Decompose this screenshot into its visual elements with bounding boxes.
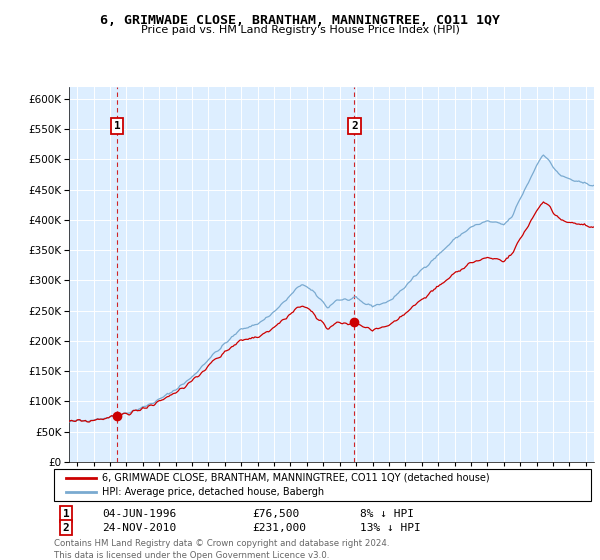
Text: 13% ↓ HPI: 13% ↓ HPI xyxy=(360,522,421,533)
Text: 6, GRIMWADE CLOSE, BRANTHAM, MANNINGTREE, CO11 1QY (detached house): 6, GRIMWADE CLOSE, BRANTHAM, MANNINGTREE… xyxy=(102,473,490,483)
Text: 04-JUN-1996: 04-JUN-1996 xyxy=(102,509,176,519)
Text: Contains HM Land Registry data © Crown copyright and database right 2024.
This d: Contains HM Land Registry data © Crown c… xyxy=(54,539,389,559)
Text: 24-NOV-2010: 24-NOV-2010 xyxy=(102,522,176,533)
Text: 2: 2 xyxy=(62,522,70,533)
Text: Price paid vs. HM Land Registry's House Price Index (HPI): Price paid vs. HM Land Registry's House … xyxy=(140,25,460,35)
Text: £231,000: £231,000 xyxy=(252,522,306,533)
Text: 2: 2 xyxy=(351,121,358,131)
Text: 1: 1 xyxy=(62,509,70,519)
Text: 6, GRIMWADE CLOSE, BRANTHAM, MANNINGTREE, CO11 1QY: 6, GRIMWADE CLOSE, BRANTHAM, MANNINGTREE… xyxy=(100,14,500,27)
Text: £76,500: £76,500 xyxy=(252,509,299,519)
Text: 1: 1 xyxy=(113,121,120,131)
Text: 8% ↓ HPI: 8% ↓ HPI xyxy=(360,509,414,519)
Text: HPI: Average price, detached house, Babergh: HPI: Average price, detached house, Babe… xyxy=(102,487,324,497)
